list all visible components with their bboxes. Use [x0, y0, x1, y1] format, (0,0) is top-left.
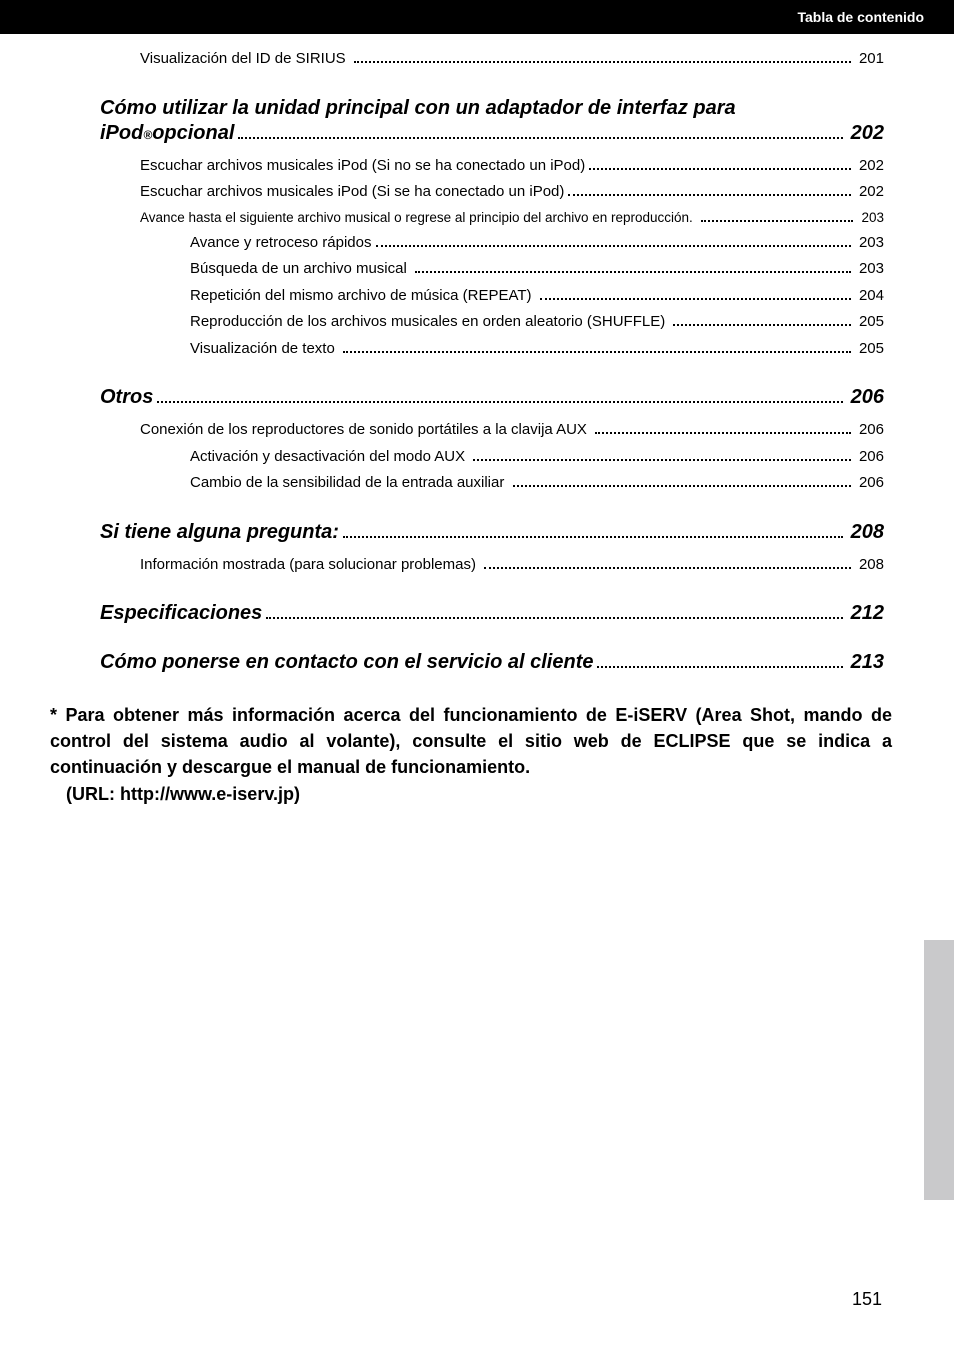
leader-dots	[376, 245, 851, 247]
leader-dots	[701, 220, 854, 222]
toc-label: Conexión de los reproductores de sonido …	[140, 419, 591, 442]
toc-page: 203	[857, 208, 884, 228]
leader-dots	[595, 432, 851, 434]
toc-label: Visualización de texto	[190, 338, 339, 361]
toc-item: Avance y retroceso rápidos 203	[100, 232, 884, 255]
toc-item: Avance hasta el siguiente archivo musica…	[100, 208, 884, 228]
leader-dots	[354, 61, 851, 63]
toc-item: Escuchar archivos musicales iPod (Si no …	[100, 155, 884, 178]
toc-item: Visualización del ID de SIRIUS 201	[100, 48, 884, 71]
section-label: Si tiene alguna pregunta:	[100, 521, 339, 544]
section-page: 206	[847, 386, 884, 409]
toc-label: Reproducción de los archivos musicales e…	[190, 311, 669, 334]
toc-label: Búsqueda de un archivo musical	[190, 258, 411, 281]
section-page: 213	[847, 651, 884, 674]
section-page: 208	[847, 521, 884, 544]
section-title-prefix: iPod	[100, 122, 143, 145]
leader-dots	[597, 666, 842, 668]
section-label: Especificaciones	[100, 602, 262, 625]
toc-item: Activación y desactivación del modo AUX …	[100, 446, 884, 469]
footnote-line2: (URL: http://www.e-iserv.jp)	[50, 781, 892, 807]
toc-label: Cambio de la sensibilidad de la entrada …	[190, 472, 509, 495]
section-title: Especificaciones 212	[100, 602, 884, 625]
toc-label: Visualización del ID de SIRIUS	[140, 48, 350, 71]
toc-page: 206	[855, 446, 884, 469]
section-page: 212	[847, 602, 884, 625]
side-tab	[924, 940, 954, 1200]
toc-page: 206	[855, 419, 884, 442]
registered-icon: ®	[143, 128, 152, 142]
toc-page: 205	[855, 338, 884, 361]
toc-page: 202	[855, 155, 884, 178]
toc-label: Repetición del mismo archivo de música (…	[190, 285, 536, 308]
leader-dots	[568, 194, 851, 196]
leader-dots	[343, 536, 843, 538]
toc-item: Conexión de los reproductores de sonido …	[100, 419, 884, 442]
section-title-suffix: opcional	[152, 122, 234, 145]
toc-page: 202	[855, 181, 884, 204]
leader-dots	[238, 137, 842, 139]
toc-label: Escuchar archivos musicales iPod (Si se …	[140, 181, 564, 204]
leader-dots	[589, 168, 851, 170]
toc-label: Avance y retroceso rápidos	[190, 232, 372, 255]
section-label: Otros	[100, 386, 153, 409]
toc-label: Escuchar archivos musicales iPod (Si no …	[140, 155, 585, 178]
leader-dots	[513, 485, 851, 487]
section-page: 202	[847, 122, 884, 145]
section-title: Cómo ponerse en contacto con el servicio…	[100, 651, 884, 674]
toc-item: Búsqueda de un archivo musical 203	[100, 258, 884, 281]
footnote-block: * Para obtener más información acerca de…	[0, 702, 954, 806]
leader-dots	[157, 401, 842, 403]
header-bar: Tabla de contenido	[0, 0, 954, 34]
toc-content: Visualización del ID de SIRIUS 201 Cómo …	[0, 34, 954, 674]
leader-dots	[540, 298, 851, 300]
toc-page: 205	[855, 311, 884, 334]
section-label: Cómo ponerse en contacto con el servicio…	[100, 651, 593, 674]
footnote-line1: * Para obtener más información acerca de…	[50, 702, 892, 780]
toc-item: Escuchar archivos musicales iPod (Si se …	[100, 181, 884, 204]
toc-page: 206	[855, 472, 884, 495]
section-title: Si tiene alguna pregunta: 208	[100, 521, 884, 544]
toc-item: Visualización de texto 205	[100, 338, 884, 361]
toc-item: Repetición del mismo archivo de música (…	[100, 285, 884, 308]
toc-page: 203	[855, 258, 884, 281]
toc-label: Activación y desactivación del modo AUX	[190, 446, 469, 469]
toc-page: 203	[855, 232, 884, 255]
toc-page: 201	[855, 48, 884, 71]
toc-item: Reproducción de los archivos musicales e…	[100, 311, 884, 334]
toc-page: 204	[855, 285, 884, 308]
leader-dots	[473, 459, 851, 461]
leader-dots	[266, 617, 842, 619]
header-title: Tabla de contenido	[797, 9, 924, 25]
section-title: Otros 206	[100, 386, 884, 409]
section-title-line2: iPod® opcional 202	[100, 122, 884, 145]
page-number: 151	[852, 1289, 882, 1310]
toc-item: Cambio de la sensibilidad de la entrada …	[100, 472, 884, 495]
toc-label: Información mostrada (para solucionar pr…	[140, 554, 480, 577]
section-title-line1: Cómo utilizar la unidad principal con un…	[100, 97, 884, 120]
toc-label: Avance hasta el siguiente archivo musica…	[140, 208, 697, 228]
toc-page: 208	[855, 554, 884, 577]
leader-dots	[415, 271, 851, 273]
leader-dots	[673, 324, 851, 326]
toc-item: Información mostrada (para solucionar pr…	[100, 554, 884, 577]
leader-dots	[484, 567, 851, 569]
leader-dots	[343, 351, 851, 353]
